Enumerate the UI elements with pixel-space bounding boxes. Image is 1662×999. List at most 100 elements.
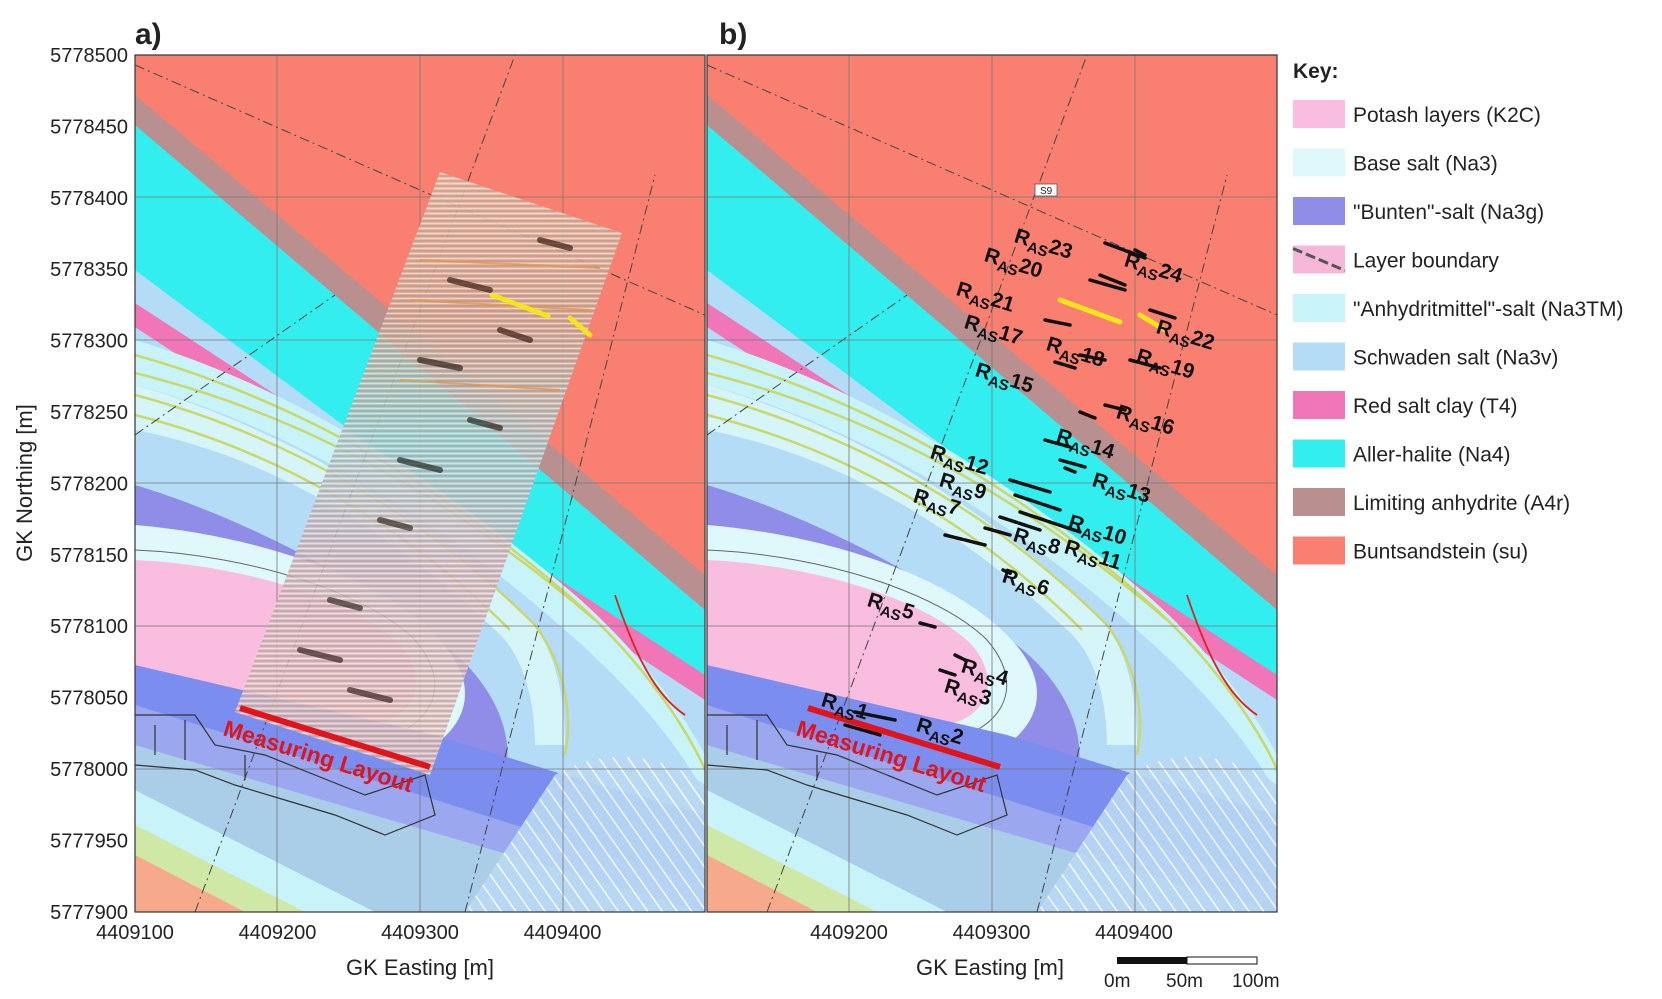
- key-item-4: Layer boundary: [1292, 245, 1499, 274]
- reflector-segment: [1137, 312, 1168, 333]
- key-label: Red salt clay (T4): [1353, 395, 1518, 418]
- key-swatch: [1293, 391, 1345, 419]
- x-tick-a-4409300: 4409300: [381, 922, 459, 944]
- y-tick-5778400: 5778400: [50, 188, 128, 210]
- measuring-layout-line-b: [807, 705, 1001, 770]
- key-swatch: [1293, 197, 1345, 225]
- reflector-segment: [1103, 403, 1127, 412]
- y-tick-5778450: 5778450: [50, 116, 128, 138]
- reflector-subscript: AS: [1067, 439, 1092, 461]
- reflector-prefix: R: [942, 675, 963, 701]
- reflector-prefix: R: [1066, 511, 1087, 537]
- reflector-segment: [1053, 360, 1077, 370]
- reflector-prefix: R: [937, 469, 958, 495]
- y-axis-label: GK Northing [m]: [12, 404, 37, 562]
- y-tick-5778200: 5778200: [50, 473, 128, 495]
- reflector-segments: [843, 241, 1177, 737]
- reflector-prefix: R: [1012, 225, 1033, 251]
- reflector-segment: [1148, 308, 1177, 320]
- reflector-prefix: R: [1114, 401, 1135, 427]
- key-label: Limiting anhydrite (A4r): [1353, 492, 1570, 515]
- key-legend: Potash layers (K2C) Base salt (Na3) "Bunte…: [1292, 100, 1623, 565]
- reflector-subscript: AS: [1057, 347, 1082, 369]
- reflector-subscript: AS: [995, 258, 1020, 280]
- profile-tag: S9: [1040, 186, 1053, 197]
- key-item-1: Potash layers (K2C): [1293, 100, 1541, 128]
- reflector-label-14: RAS14: [1052, 425, 1117, 468]
- reflector-prefix: R: [973, 359, 994, 385]
- key-swatch: [1293, 294, 1345, 322]
- x-tick-labels-b: 4409200 4409300 4409400: [810, 922, 1173, 944]
- scale-label-50: 50m: [1166, 971, 1203, 992]
- x-axis-label-b: GK Easting [m]: [916, 955, 1064, 980]
- x-tick-a-4409400: 4409400: [524, 922, 602, 944]
- key-item-7: Red salt clay (T4): [1293, 391, 1518, 419]
- reflector-subscript: AS: [1075, 550, 1100, 572]
- key-item-5: "Anhydritmittel"-salt (Na3TM): [1293, 294, 1623, 322]
- y-tick-5777900: 5777900: [50, 902, 128, 924]
- key-swatch: [1293, 342, 1345, 371]
- reflector-segment: [1088, 278, 1127, 292]
- reflector-prefix: R: [1062, 536, 1083, 562]
- x-tick-b-4409200: 4409200: [810, 922, 888, 944]
- y-tick-5778150: 5778150: [50, 545, 128, 567]
- reflector-prefix: R: [819, 689, 840, 715]
- key-label: Schwaden salt (Na3v): [1353, 347, 1558, 370]
- reflector-segment: [1057, 297, 1123, 325]
- reflector-subscript: AS: [1025, 239, 1050, 261]
- key-swatch: [1293, 439, 1345, 468]
- reflector-subscript: AS: [1013, 579, 1038, 601]
- reflector-label-1: RAS1: [817, 689, 871, 729]
- reflector-subscript: AS: [950, 483, 975, 505]
- key-label: Buntsandstein (su): [1353, 541, 1528, 564]
- key-item-3: "Bunten"-salt (Na3g): [1293, 197, 1544, 225]
- panel-b-frame: [706, 54, 1278, 913]
- key-label: Aller-halite (Na4): [1353, 444, 1511, 467]
- reflector-prefix: R: [914, 714, 935, 740]
- reflector-segment: [998, 515, 1042, 532]
- reflector-segment: [953, 653, 967, 662]
- reflector-prefix: R: [982, 244, 1003, 270]
- key-item-10: Buntsandstein (su): [1293, 536, 1528, 565]
- reflector-label-10: RAS10: [1064, 511, 1129, 554]
- reflector-subscript: AS: [1079, 525, 1104, 547]
- scale-label-100: 100m: [1232, 971, 1280, 992]
- reflector-label-3: RAS3: [940, 675, 994, 715]
- reflector-prefix: R: [1044, 333, 1065, 359]
- reflector-prefix: R: [928, 441, 949, 467]
- reflector-subscript: AS: [878, 603, 903, 625]
- panel-label-b: b): [719, 18, 747, 51]
- reflector-prefix: R: [954, 278, 975, 304]
- key-item-2: Base salt (Na3): [1293, 148, 1498, 177]
- reflector-subscript: AS: [927, 728, 952, 750]
- key-swatch: [1293, 100, 1345, 128]
- panel-b-map: S9 Measuring Layout: [707, 55, 1277, 912]
- key-label: "Anhydritmittel"-salt (Na3TM): [1353, 298, 1623, 321]
- y-tick-5778100: 5778100: [50, 616, 128, 638]
- reflector-prefix: R: [911, 485, 932, 511]
- key-swatch-line: [1292, 247, 1346, 272]
- key-label: Layer boundary: [1353, 250, 1499, 273]
- key-swatch: [1293, 488, 1345, 516]
- reflector-segment: [1078, 353, 1107, 362]
- y-tick-5778050: 5778050: [50, 688, 128, 710]
- reflector-label-15: RAS15: [971, 359, 1036, 402]
- reflector-subscript: AS: [955, 689, 980, 711]
- reflector-subscript: AS: [941, 455, 966, 477]
- reflector-subscript: AS: [1167, 330, 1192, 352]
- reflector-segment: [1043, 318, 1072, 327]
- reflector-subscript: AS: [832, 703, 857, 725]
- reflector-segment: [1103, 241, 1147, 260]
- panel-a-map: Measuring Layout: [135, 55, 705, 912]
- reflector-segment: [918, 621, 937, 629]
- y-tick-5778500: 5778500: [50, 45, 128, 67]
- y-tick-5778000: 5778000: [50, 759, 128, 781]
- scale-label-0: 0m: [1104, 971, 1130, 992]
- reflector-subscript: AS: [975, 325, 1000, 347]
- reflector-segment: [1043, 438, 1072, 449]
- y-tick-labels: 5778500 5778450 5778400 5778350 5778300 57782…: [50, 45, 128, 924]
- x-tick-b-4409400: 4409400: [1095, 922, 1173, 944]
- panel-a-frame: [134, 54, 706, 913]
- key-label: "Bunten"-salt (Na3g): [1353, 201, 1544, 224]
- reflector-subscript: AS: [924, 499, 949, 521]
